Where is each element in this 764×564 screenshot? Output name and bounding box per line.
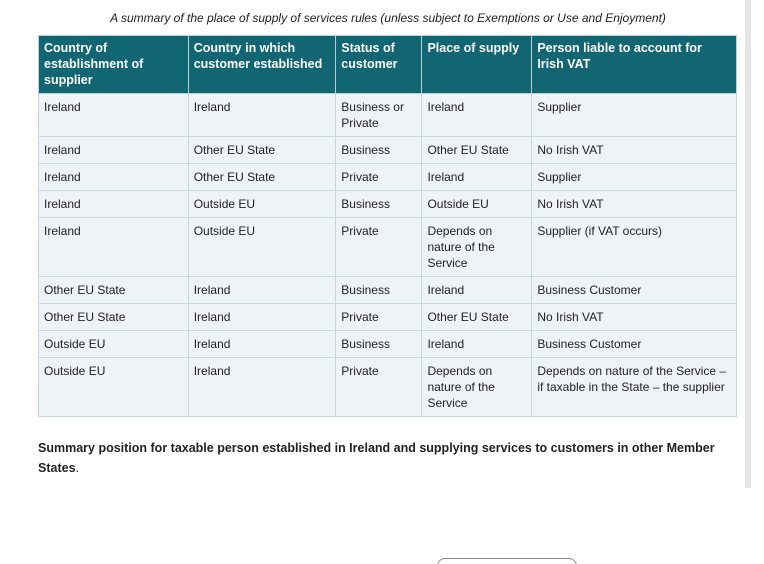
cell-place-of-supply: Outside EU [421,190,533,218]
cell-person-liable: Depends on nature of the Service – if ta… [531,357,737,417]
header-person-liable: Person liable to account for Irish VAT [531,35,737,94]
cell-person-liable: Supplier (if VAT occurs) [531,217,737,277]
cell-place-of-supply: Ireland [421,276,533,304]
cell-place-of-supply: Ireland [421,163,533,191]
cell-customer-country: Ireland [187,303,337,331]
table-body: Ireland Ireland Business or Private Ireland… [38,93,737,417]
cell-customer-country: Ireland [187,330,337,358]
summary-bold: Summary position for taxable person esta… [38,441,715,475]
cell-person-liable: Supplier [531,163,737,191]
cell-supplier-country: Ireland [38,163,189,191]
header-place-of-supply: Place of supply [421,35,533,94]
cell-customer-status: Private [335,357,423,417]
summary-text: Summary position for taxable person esta… [38,438,728,478]
summary-tail: . [75,461,80,475]
table-row: Outside EU Ireland Private Depends on natur… [38,357,737,417]
cell-customer-status: Business [335,136,423,164]
right-edge-rule [745,0,751,488]
cell-place-of-supply: Ireland [421,93,533,137]
cell-person-liable: No Irish VAT [531,190,737,218]
table-row: Other EU State Ireland Business Ireland Busi… [38,276,737,304]
cell-person-liable: Business Customer [531,276,737,304]
cell-customer-status: Private [335,217,423,277]
cell-person-liable: No Irish VAT [531,136,737,164]
cell-customer-status: Business [335,330,423,358]
cell-person-liable: No Irish VAT [531,303,737,331]
table-row: Ireland Outside EU Business Outside EU No Ir… [38,190,737,218]
cell-supplier-country: Ireland [38,93,189,137]
header-supplier-country: Country of establishment of supplier [38,35,189,94]
cell-customer-status: Private [335,303,423,331]
table-row: Ireland Other EU State Business Other EU St… [38,136,737,164]
header-customer-status: Status of customer [335,35,423,94]
place-of-supply-table: Country of establishment of supplier Cou… [38,35,737,417]
cell-supplier-country: Ireland [38,136,189,164]
cell-customer-status: Business [335,276,423,304]
cell-supplier-country: Outside EU [38,330,189,358]
cell-customer-country: Other EU State [187,163,337,191]
table-caption: A summary of the place of supply of serv… [110,11,666,25]
cell-supplier-country: Ireland [38,190,189,218]
table-row: Other EU State Ireland Private Other EU Sta… [38,303,737,331]
table-row: Ireland Ireland Business or Private Ireland… [38,93,737,137]
table-row: Outside EU Ireland Business Ireland Business… [38,330,737,358]
cell-customer-country: Ireland [187,93,337,137]
cell-person-liable: Supplier [531,93,737,137]
cell-customer-country: Ireland [187,357,337,417]
cell-supplier-country: Ireland [38,217,189,277]
table-header-row: Country of establishment of supplier Cou… [38,35,737,94]
cell-place-of-supply: Ireland [421,330,533,358]
cell-person-liable: Business Customer [531,330,737,358]
cell-place-of-supply: Other EU State [421,136,533,164]
cell-customer-country: Outside EU [187,217,337,277]
cell-supplier-country: Outside EU [38,357,189,417]
cell-customer-status: Private [335,163,423,191]
cell-place-of-supply: Depends on nature of the Service [421,357,533,417]
cell-customer-country: Other EU State [187,136,337,164]
cell-supplier-country: Other EU State [38,276,189,304]
cell-supplier-country: Other EU State [38,303,189,331]
cell-customer-status: Business [335,190,423,218]
cell-customer-country: Ireland [187,276,337,304]
cell-customer-status: Business or Private [335,93,423,137]
table-row: Ireland Other EU State Private Ireland Suppl… [38,163,737,191]
header-customer-country: Country in which customer established [187,35,337,94]
table-row: Ireland Outside EU Private Depends on natur… [38,217,737,277]
cell-customer-country: Outside EU [187,190,337,218]
cell-place-of-supply: Other EU State [421,303,533,331]
cell-place-of-supply: Depends on nature of the Service [421,217,533,277]
partial-button-outline [437,558,577,564]
